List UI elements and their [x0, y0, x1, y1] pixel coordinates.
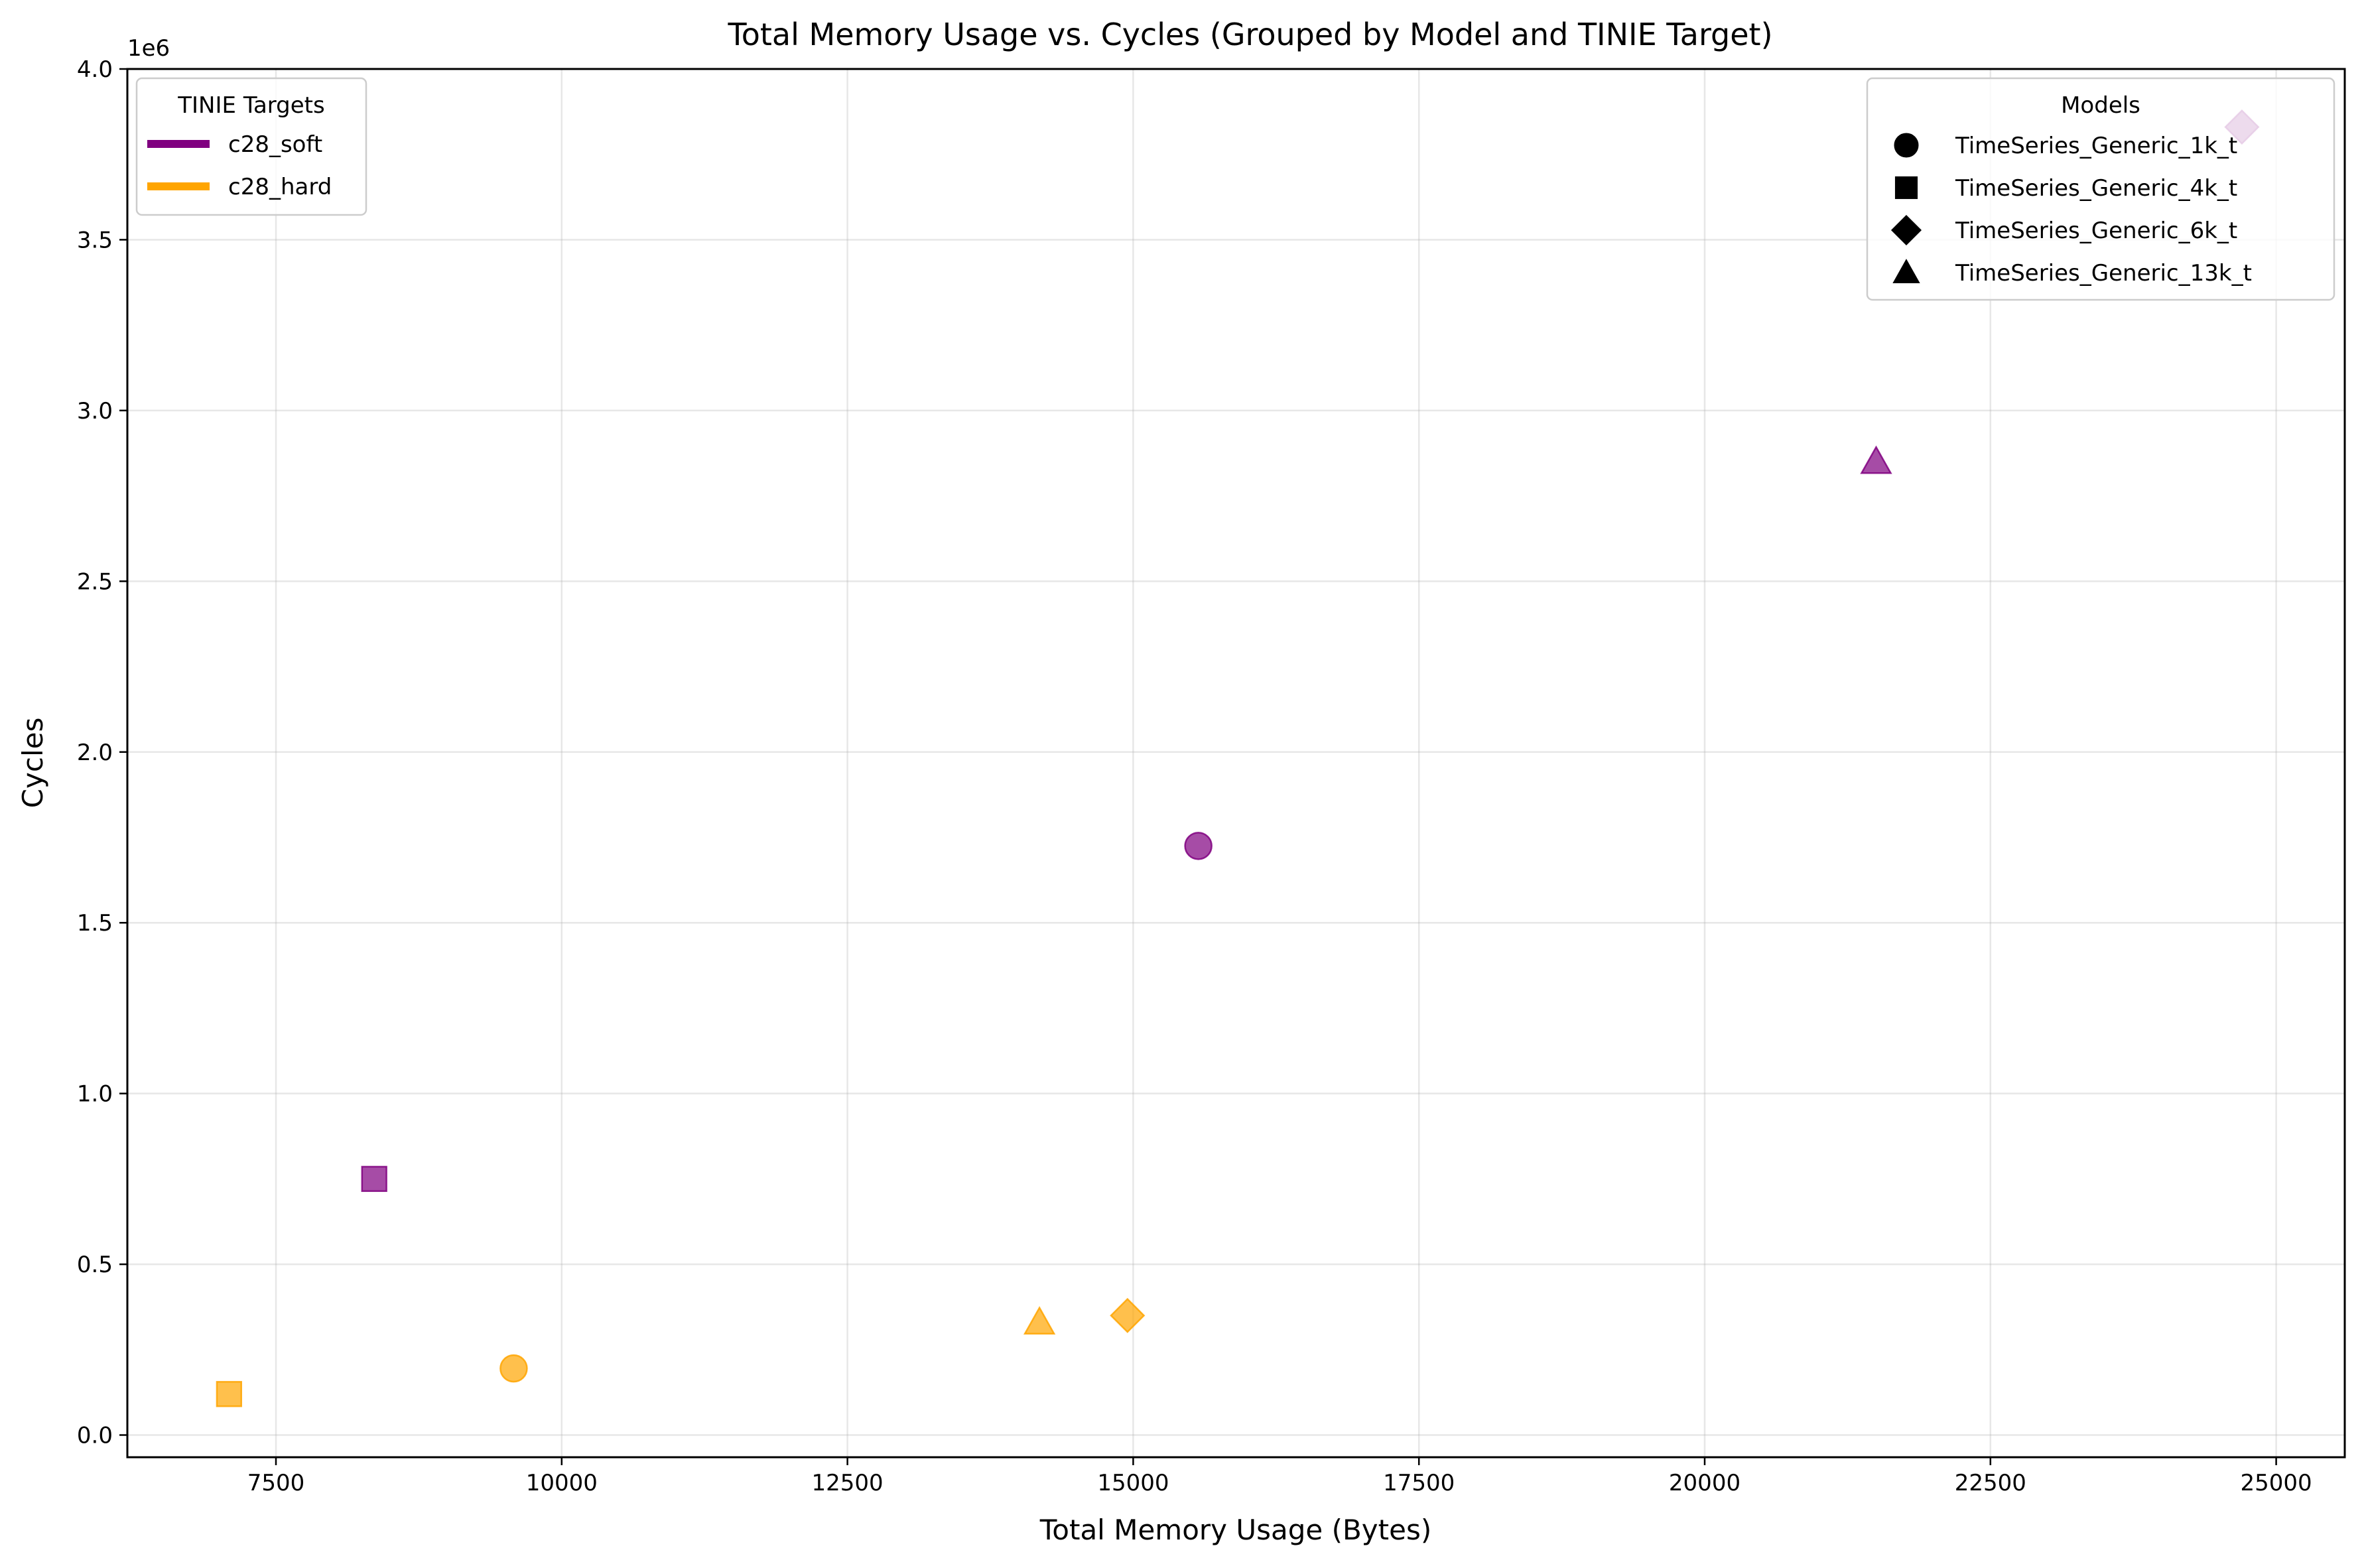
y-tick-label: 3.0 [77, 398, 113, 425]
data-point-square [216, 1381, 243, 1407]
legend-target-label: c28_hard [228, 174, 332, 200]
data-point-diamond [1110, 1297, 1146, 1333]
x-tick-label: 7500 [247, 1470, 305, 1496]
data-point-triangle [1023, 1306, 1056, 1335]
x-tick-label: 25000 [2241, 1470, 2312, 1496]
data-point-triangle [1860, 445, 1892, 474]
x-tick-label: 15000 [1097, 1470, 1169, 1496]
legend-model-label: TimeSeries_Generic_1k_t [1955, 133, 2237, 159]
y-tick-label: 3.5 [77, 227, 113, 253]
x-tick-label: 22500 [1955, 1470, 2026, 1496]
y-tick-label: 4.0 [77, 56, 113, 83]
y-tick-label: 2.5 [77, 568, 113, 595]
legend-target-label: c28_soft [228, 131, 322, 158]
data-point-circle [1184, 832, 1213, 860]
legend-model-label: TimeSeries_Generic_4k_t [1955, 175, 2237, 202]
legend-model-marker [1894, 176, 1918, 200]
chart-title: Total Memory Usage vs. Cycles (Grouped b… [727, 17, 1772, 52]
x-axis-label: Total Memory Usage (Bytes) [1039, 1514, 1431, 1546]
y-tick-label: 1.5 [77, 910, 113, 937]
plot-frame [126, 68, 2346, 1459]
y-tick-label: 2.0 [77, 740, 113, 766]
legend-model-marker [1892, 259, 1920, 283]
legend-tinie-targets: TINIE Targets c28_soft c28_hard [135, 77, 367, 216]
data-point-circle [499, 1354, 528, 1383]
y-tick-label: 0.0 [77, 1423, 113, 1449]
y-axis-ticks: 0.0 0.5 1.0 1.5 2.0 2.5 3.0 3.5 4.0 [77, 56, 127, 1449]
x-tick-label: 17500 [1383, 1470, 1455, 1496]
x-tick-label: 12500 [812, 1470, 884, 1496]
x-tick-label: 20000 [1669, 1470, 1740, 1496]
legend-model-label: TimeSeries_Generic_13k_t [1955, 260, 2252, 287]
y-tick-label: 0.5 [77, 1252, 113, 1278]
legend-models-title: Models [2061, 92, 2140, 119]
legend-model-label: TimeSeries_Generic_6k_t [1955, 218, 2237, 244]
legend-targets-title: TINIE Targets [177, 92, 324, 119]
legend-model-marker [1894, 133, 1919, 158]
data-points [216, 109, 2260, 1407]
y-tick-label: 1.0 [77, 1081, 113, 1108]
x-axis-ticks: 7500 10000 12500 15000 17500 20000 22500 25000 [247, 1457, 2312, 1496]
data-point-square [361, 1165, 387, 1193]
legend-model-marker [1890, 214, 1922, 246]
x-tick-label: 10000 [526, 1470, 598, 1496]
legend-models-frame [1866, 77, 2335, 301]
y-offset-label: 1e6 [127, 35, 170, 62]
y-axis-label: Cycles [17, 718, 49, 809]
legend-targets-frame [135, 77, 367, 216]
legend-models: Models TimeSeries_Generic_1k_t TimeSeries_… [1866, 77, 2335, 301]
